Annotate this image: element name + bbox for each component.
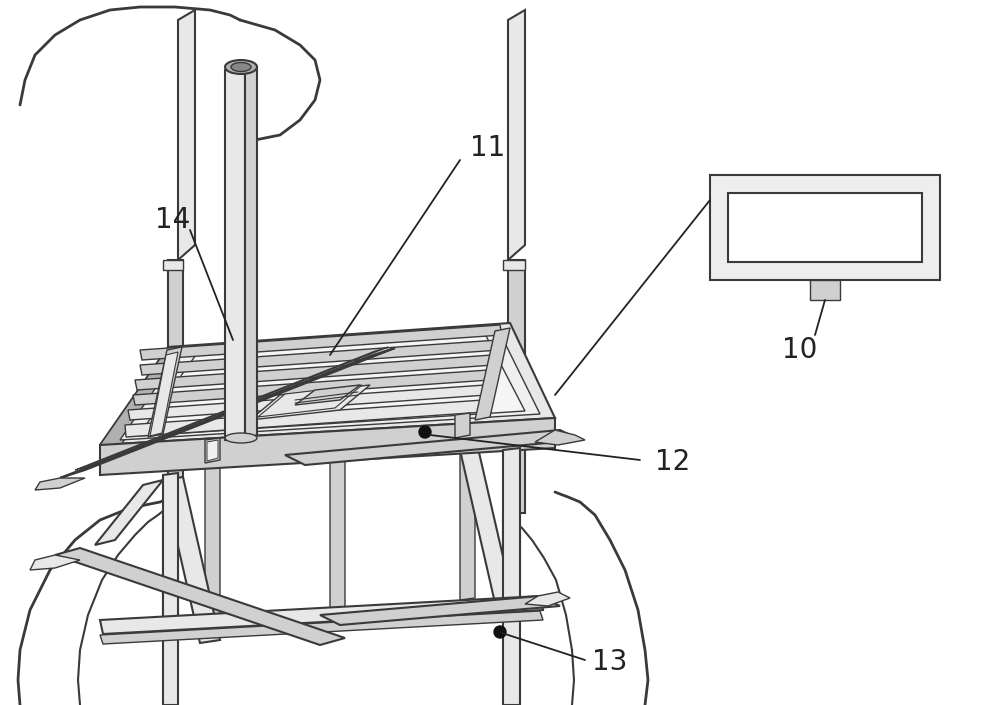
Polygon shape bbox=[30, 555, 80, 570]
Polygon shape bbox=[285, 430, 580, 465]
Polygon shape bbox=[245, 67, 257, 440]
Polygon shape bbox=[503, 448, 520, 608]
Polygon shape bbox=[207, 440, 218, 461]
Polygon shape bbox=[100, 323, 555, 445]
Polygon shape bbox=[163, 510, 178, 705]
Polygon shape bbox=[728, 193, 922, 262]
Ellipse shape bbox=[231, 63, 251, 71]
Text: 14: 14 bbox=[155, 206, 190, 234]
Polygon shape bbox=[508, 10, 525, 260]
Polygon shape bbox=[205, 458, 220, 618]
Polygon shape bbox=[133, 370, 490, 405]
Circle shape bbox=[494, 626, 506, 638]
Polygon shape bbox=[258, 385, 362, 417]
Polygon shape bbox=[140, 340, 500, 375]
Polygon shape bbox=[535, 430, 585, 445]
Text: 12: 12 bbox=[655, 448, 690, 476]
Polygon shape bbox=[163, 473, 178, 633]
Polygon shape bbox=[100, 611, 543, 644]
Text: 10: 10 bbox=[782, 336, 818, 364]
Polygon shape bbox=[330, 453, 345, 615]
Text: 13: 13 bbox=[592, 648, 627, 676]
Circle shape bbox=[419, 426, 431, 438]
Polygon shape bbox=[135, 355, 494, 390]
Polygon shape bbox=[503, 260, 525, 270]
Polygon shape bbox=[140, 325, 502, 360]
Polygon shape bbox=[225, 70, 245, 440]
Polygon shape bbox=[150, 352, 178, 436]
Polygon shape bbox=[205, 438, 220, 463]
Polygon shape bbox=[475, 328, 510, 420]
Polygon shape bbox=[128, 385, 487, 420]
Polygon shape bbox=[460, 448, 513, 603]
Polygon shape bbox=[100, 596, 543, 634]
Polygon shape bbox=[120, 325, 540, 440]
Polygon shape bbox=[95, 480, 163, 545]
Polygon shape bbox=[138, 330, 525, 436]
Polygon shape bbox=[75, 347, 388, 470]
Ellipse shape bbox=[225, 433, 257, 443]
Ellipse shape bbox=[225, 60, 257, 74]
Polygon shape bbox=[295, 385, 360, 405]
Polygon shape bbox=[810, 280, 840, 300]
Polygon shape bbox=[163, 260, 183, 270]
Polygon shape bbox=[100, 418, 555, 475]
Text: 11: 11 bbox=[470, 134, 505, 162]
Polygon shape bbox=[508, 260, 525, 513]
Polygon shape bbox=[55, 548, 345, 645]
Polygon shape bbox=[525, 592, 570, 606]
Polygon shape bbox=[320, 596, 560, 625]
Polygon shape bbox=[148, 347, 182, 437]
Polygon shape bbox=[60, 348, 395, 478]
Polygon shape bbox=[250, 385, 370, 420]
Polygon shape bbox=[503, 515, 520, 705]
Polygon shape bbox=[710, 175, 940, 280]
Polygon shape bbox=[125, 400, 484, 437]
Polygon shape bbox=[100, 347, 168, 475]
Polygon shape bbox=[35, 478, 85, 490]
Polygon shape bbox=[163, 477, 220, 643]
Polygon shape bbox=[455, 413, 470, 438]
Polygon shape bbox=[178, 10, 195, 260]
Polygon shape bbox=[460, 440, 475, 600]
Polygon shape bbox=[168, 260, 183, 508]
